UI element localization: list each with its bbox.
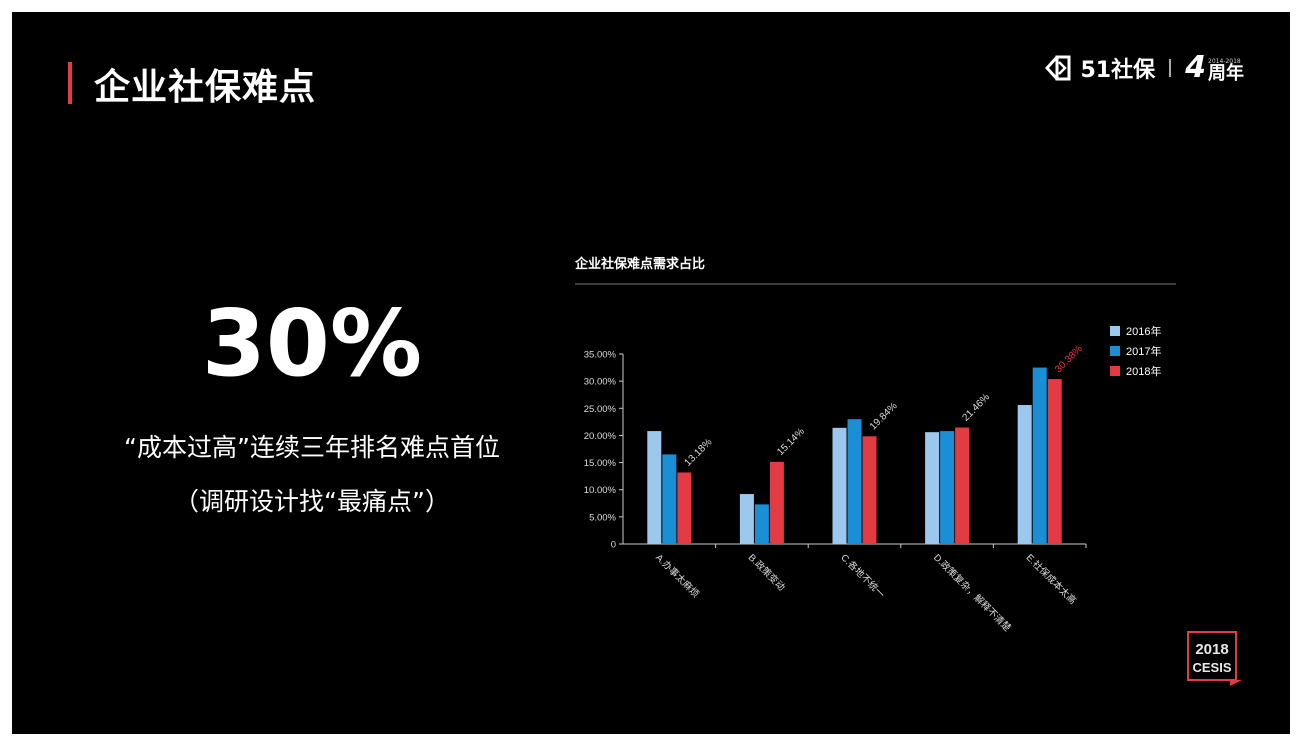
y-tick-label: 30.00% <box>584 377 617 388</box>
anniversary-years: 2014-2018 <box>1208 58 1241 65</box>
brand-logo: 51社保 4 2014-2018 周年 <box>1044 52 1244 84</box>
highlight-percentage: 30% <box>201 290 423 397</box>
data-label: 21.46% <box>960 392 992 424</box>
bar-2018 <box>862 436 877 544</box>
anniversary-number: 4 <box>1185 50 1206 85</box>
data-label: 13.18% <box>683 437 715 469</box>
bar-2016 <box>647 431 662 544</box>
highlight-caption: “成本过高”连续三年排名难点首位 <box>124 433 500 462</box>
y-tick-label: 0 <box>611 540 616 551</box>
y-tick-label: 25.00% <box>584 404 617 415</box>
chart: 企业社保难点需求占比 0 5.00% 10.00% 15.00% 20.00% 25.00%… <box>574 256 1176 635</box>
highlight-note: （调研设计找“最痛点”） <box>174 487 450 516</box>
data-label: 15.14% <box>775 426 807 458</box>
chart-title: 企业社保难点需求占比 <box>574 256 705 271</box>
bar-2017 <box>754 504 769 544</box>
bar-2016 <box>832 427 847 544</box>
y-tick-label: 10.00% <box>584 485 617 496</box>
legend-label: 2018年 <box>1126 364 1161 378</box>
x-category-label: D.政策复杂，解释不清楚 <box>931 552 1014 635</box>
bar-2016 <box>739 494 754 544</box>
bar-2016 <box>1017 405 1032 544</box>
logo-divider <box>1169 59 1172 77</box>
x-category-label: C.各地不统一 <box>838 552 887 601</box>
brand-mark-icon <box>1044 55 1070 81</box>
y-tick-label: 15.00% <box>584 458 617 469</box>
slide: 企业社保难点 51社保 4 2014-2018 周年 30% “成本过高”连续三… <box>12 12 1290 734</box>
legend-swatch-1 <box>1110 346 1120 356</box>
y-tick-label: 35.00% <box>584 350 617 361</box>
legend-label: 2017年 <box>1126 344 1161 358</box>
bar-2016 <box>925 432 940 544</box>
y-tick-label: 5.00% <box>589 512 616 523</box>
x-category-label: A.办事太麻烦 <box>653 552 702 601</box>
stamp-name: CESIS <box>1192 660 1231 675</box>
bar-2017 <box>847 419 862 544</box>
bar-2018 <box>955 427 970 544</box>
brand-name: 51社保 <box>1080 58 1156 83</box>
bar-2018 <box>769 461 784 544</box>
stamp-year: 2018 <box>1195 641 1228 658</box>
anniversary-text: 周年 <box>1208 63 1244 84</box>
data-label: 30.38% <box>1053 343 1085 375</box>
bar-2018 <box>677 472 692 544</box>
legend-swatch-2 <box>1110 366 1120 376</box>
x-category-label: B.政策变动 <box>746 552 788 594</box>
anniversary-badge: 4 2014-2018 周年 <box>1185 53 1244 83</box>
bar-2018 <box>1047 379 1062 544</box>
page-title: 企业社保难点 <box>94 67 317 108</box>
legend-label: 2016年 <box>1126 324 1161 338</box>
bar-2017 <box>1032 367 1047 544</box>
data-label: 19.84% <box>868 401 900 433</box>
title-accent-bar <box>68 62 72 104</box>
cesis-2018-stamp: 2018 CESIS <box>1187 631 1242 686</box>
bar-2017 <box>940 431 955 544</box>
legend-swatch-0 <box>1110 326 1120 336</box>
x-category-label: E.社保成本太高 <box>1024 552 1079 607</box>
bar-2017 <box>662 454 677 544</box>
y-tick-label: 20.00% <box>584 431 617 442</box>
